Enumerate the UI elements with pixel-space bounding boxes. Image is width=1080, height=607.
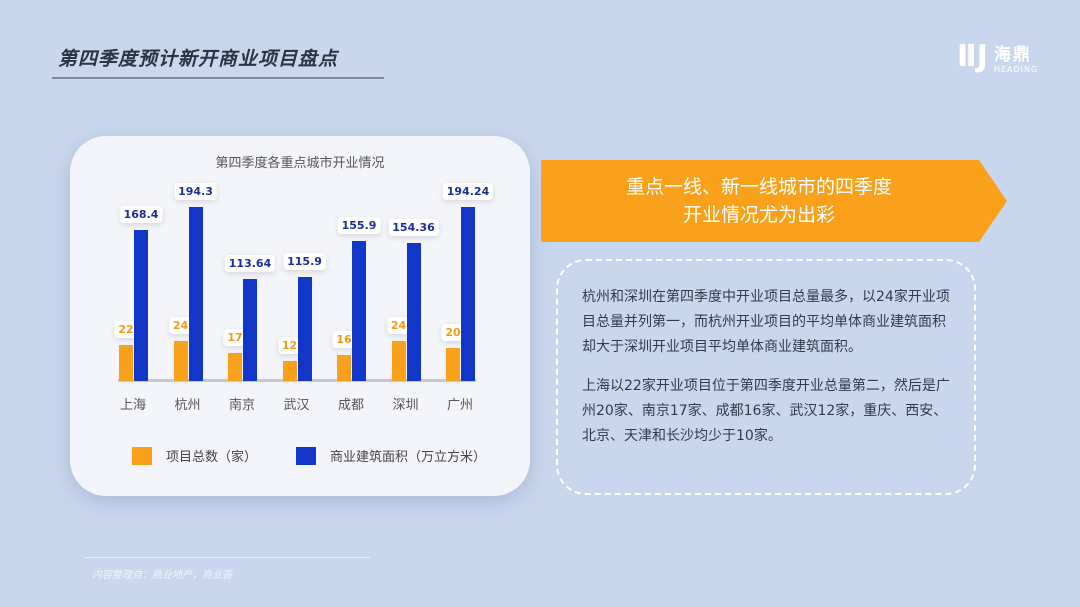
bar-area bbox=[406, 242, 421, 381]
data-label: 24 bbox=[168, 317, 193, 335]
logo-cn: 海鼎 bbox=[993, 45, 1032, 65]
bar-count bbox=[282, 361, 297, 381]
data-label: 168.4 bbox=[119, 206, 163, 224]
data-label: 155.9 bbox=[337, 217, 381, 235]
bar-count bbox=[446, 348, 460, 381]
bar-count bbox=[391, 341, 406, 381]
bar-area bbox=[352, 241, 366, 381]
highlight-banner: 重点一线、新一线城市的四季度 开业情况尤为出彩 bbox=[541, 160, 1007, 242]
data-label: 16 bbox=[332, 330, 356, 348]
data-label: 113.64 bbox=[224, 255, 276, 273]
category-label: 广州 bbox=[446, 398, 474, 413]
legend-item-count: 项目总数（家） bbox=[132, 446, 257, 465]
bar-area bbox=[243, 279, 257, 381]
legend-label: 项目总数（家） bbox=[166, 450, 258, 465]
bar-count bbox=[228, 352, 242, 381]
notes-box: 杭州和深圳在第四季度中开业项目总量最多，以24家开业项目总量并列第一，而杭州开业… bbox=[556, 259, 976, 495]
note-paragraph-1: 杭州和深圳在第四季度中开业项目总量最多，以24家开业项目总量并列第一，而杭州开业… bbox=[582, 289, 950, 355]
category-label: 成都 bbox=[337, 398, 365, 413]
bar-count bbox=[173, 341, 188, 381]
category-label: 武汉 bbox=[283, 398, 310, 413]
bar-count bbox=[119, 344, 133, 381]
logo: ⅡJ 海鼎 HEADING bbox=[957, 39, 1039, 75]
data-label: 24 bbox=[386, 317, 411, 335]
bar-area bbox=[297, 277, 312, 381]
x-axis bbox=[118, 379, 476, 382]
logo-en: HEADING bbox=[993, 65, 1039, 74]
bar-area bbox=[188, 207, 203, 381]
legend-label: 商业建筑面积（万立方米） bbox=[330, 450, 487, 465]
category-label: 深圳 bbox=[392, 398, 419, 413]
bar-area bbox=[461, 207, 475, 381]
bar-count bbox=[337, 354, 351, 381]
data-label: 22 bbox=[114, 320, 138, 338]
logo-mark-icon: ⅡJ bbox=[957, 39, 988, 74]
data-label: 17 bbox=[223, 328, 247, 346]
legend-item-area: 商业建筑面积（万立方米） bbox=[296, 446, 486, 465]
data-label: 12 bbox=[277, 337, 302, 355]
category-label: 上海 bbox=[119, 398, 147, 413]
source-note: 内容整理自：商业地产，商业荟 bbox=[92, 570, 232, 581]
data-label: 20 bbox=[441, 324, 465, 341]
chart-title: 第四季度各重点城市开业情况 bbox=[215, 156, 385, 171]
data-label: 115.9 bbox=[283, 253, 326, 271]
legend-swatch-orange bbox=[132, 446, 152, 465]
page-title: 第四季度预计新开商业项目盘点 bbox=[58, 48, 339, 70]
footer-divider bbox=[84, 557, 370, 558]
title-underline bbox=[52, 77, 384, 79]
chart-card: 第四季度各重点城市开业情况 项目总数（家） 商业建筑面积（万立方米） 22 168… bbox=[70, 136, 530, 496]
data-label: 154.36 bbox=[388, 218, 439, 236]
banner-line-2: 开业情况尤为出彩 bbox=[682, 204, 835, 226]
bar-area bbox=[134, 230, 148, 381]
banner-line-1: 重点一线、新一线城市的四季度 bbox=[625, 176, 892, 198]
note-paragraph-2: 上海以22家开业项目位于第四季度开业总量第二，然后是广州20家、南京17家、成都… bbox=[582, 378, 950, 444]
category-label: 杭州 bbox=[174, 398, 201, 413]
data-label: 194.24 bbox=[442, 183, 494, 201]
data-label: 194.3 bbox=[174, 183, 217, 201]
category-label: 南京 bbox=[228, 398, 256, 413]
legend-swatch-blue bbox=[296, 446, 316, 465]
